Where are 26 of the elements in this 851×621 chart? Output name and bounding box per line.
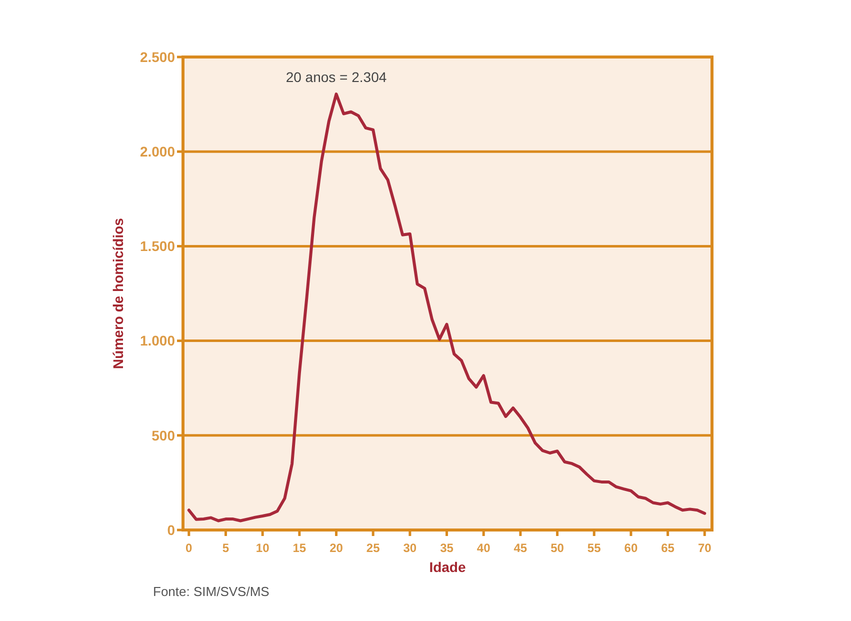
x-tick-label: 40 bbox=[476, 541, 491, 555]
y-tick-label: 0 bbox=[167, 522, 176, 538]
y-tick-label: 2.000 bbox=[140, 144, 176, 160]
y-tick-label: 2.500 bbox=[140, 48, 176, 65]
y-tick-label: 1.000 bbox=[140, 332, 176, 349]
x-tick-label: 0 bbox=[186, 541, 193, 555]
x-tick-label: 55 bbox=[587, 541, 602, 555]
x-tick-label: 50 bbox=[550, 541, 564, 555]
x-tick-label: 35 bbox=[440, 541, 454, 555]
source-note: Fonte: SIM/SVS/MS bbox=[153, 584, 270, 599]
y-axis-title: Número de homicídios bbox=[110, 218, 126, 369]
x-tick-label: 15 bbox=[292, 541, 306, 555]
y-tick-label: 1.500 bbox=[140, 238, 176, 254]
x-tick-label: 25 bbox=[366, 541, 380, 555]
x-tick-label: 65 bbox=[661, 541, 675, 555]
x-tick-label: 70 bbox=[698, 541, 712, 555]
x-tick-label: 5 bbox=[222, 541, 230, 555]
line-series bbox=[187, 92, 706, 522]
x-tick-label: 30 bbox=[403, 541, 417, 555]
x-axis-title: Idade bbox=[429, 559, 466, 575]
x-tick-label: 45 bbox=[514, 541, 528, 555]
x-tick-label: 20 bbox=[330, 541, 344, 555]
y-tick-label: 500 bbox=[152, 427, 176, 444]
x-tick-label: 60 bbox=[624, 541, 638, 555]
x-tick-label: 10 bbox=[256, 541, 270, 555]
annotation: 20 anos = 2.304 bbox=[286, 69, 387, 86]
